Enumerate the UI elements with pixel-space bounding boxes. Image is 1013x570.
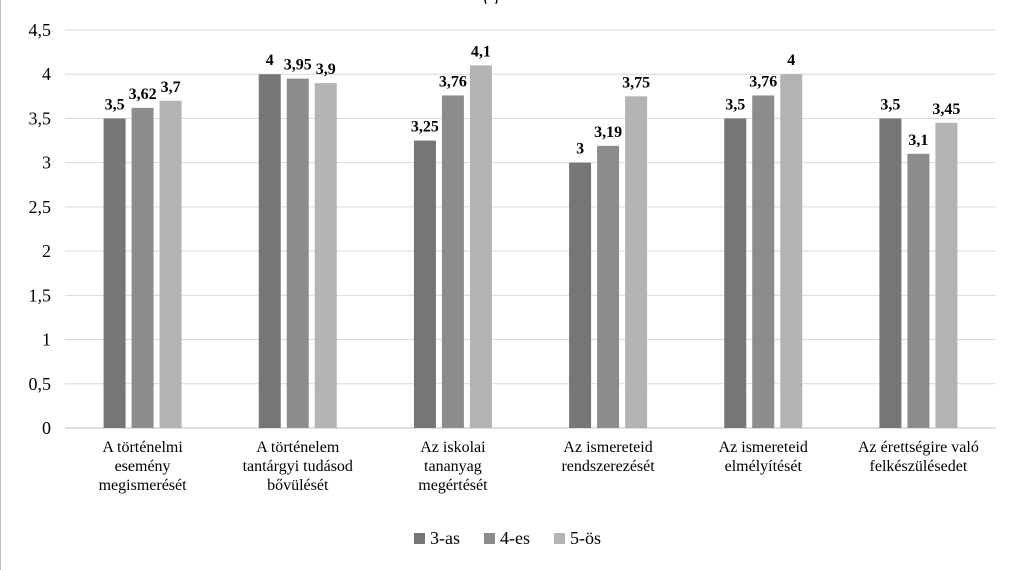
- legend-swatch: [554, 533, 565, 544]
- bar: [286, 78, 309, 429]
- x-tick-label-line: A történelmi: [102, 439, 183, 456]
- data-label: 3,5: [880, 96, 900, 113]
- bar: [413, 140, 436, 429]
- y-tick-label: 3,5: [29, 108, 52, 128]
- data-label: 3,25: [411, 119, 439, 136]
- data-label: 4: [787, 52, 795, 69]
- data-label: 3,76: [749, 73, 777, 90]
- data-label: 3,76: [439, 73, 467, 90]
- x-tick-label-line: tantárgyi tudásod: [243, 458, 353, 475]
- bar: [907, 153, 930, 429]
- y-tick-label: 2: [42, 241, 51, 261]
- data-label: 4,1: [471, 43, 491, 60]
- legend-swatch: [414, 533, 425, 544]
- bar: [131, 107, 154, 428]
- legend-label: 5-ös: [570, 528, 601, 548]
- y-tick-label: 0: [42, 418, 51, 438]
- x-tick-label-line: bővülését: [267, 477, 329, 494]
- x-tick-label-line: Az ismereteid: [719, 439, 808, 456]
- x-tick-label-line: elmélyítését: [725, 458, 803, 475]
- bar: [469, 65, 492, 428]
- bar: [935, 122, 958, 428]
- data-label: 3,95: [284, 57, 312, 74]
- legend-label: 3-as: [430, 528, 460, 548]
- x-tick-label-line: megértését: [418, 477, 488, 494]
- bar: [314, 83, 337, 429]
- bar: [103, 118, 126, 428]
- x-tick-label-line: A történelem: [256, 439, 340, 456]
- data-label: 3,19: [594, 124, 622, 141]
- data-label: 3,5: [105, 96, 125, 113]
- x-tick-label: Az érettségire való felkészülésedet: [858, 439, 979, 475]
- y-tick-label: 1,5: [29, 285, 52, 305]
- legend-label: 4-es: [500, 528, 530, 548]
- x-tick-label: A történelem tantárgyi tudásod bővülését: [243, 439, 353, 494]
- bar: [258, 74, 281, 428]
- bar: [752, 95, 775, 429]
- y-tick-label: 2,5: [29, 197, 52, 217]
- y-tick-label: 1: [42, 330, 51, 350]
- chart-title-fragment: ( ): [331, 0, 651, 4]
- bar: [780, 74, 803, 428]
- x-tick-label-line: megismerését: [99, 477, 188, 494]
- x-tick-label-line: tananyag: [424, 458, 482, 475]
- bar: [625, 96, 648, 428]
- data-label: 3,75: [622, 74, 650, 91]
- data-label: 3,9: [316, 61, 336, 78]
- data-label: 3,7: [161, 79, 181, 96]
- x-tick-label: A történelmi esemény megismerését: [99, 439, 188, 494]
- bar: [879, 118, 902, 428]
- y-tick-label: 4: [42, 64, 51, 84]
- x-tick-label-line: rendszerezését: [561, 458, 655, 475]
- bar: [724, 118, 747, 428]
- data-label: 4: [266, 52, 274, 69]
- bar: [569, 162, 592, 428]
- x-tick-label-line: Az érettségire való: [858, 439, 979, 456]
- x-tick-label: Az iskolai tananyag megértését: [418, 439, 488, 494]
- legend-swatch: [484, 533, 495, 544]
- bar: [441, 95, 464, 429]
- y-tick-label: 3: [42, 153, 51, 173]
- y-tick-label: 0,5: [29, 374, 52, 394]
- x-tick-label: Az ismereteid elmélyítését: [719, 439, 808, 475]
- bar: [597, 145, 620, 428]
- data-label: 3,1: [908, 132, 928, 149]
- data-label: 3,62: [129, 86, 157, 103]
- x-tick-label-line: esemény: [115, 458, 171, 475]
- data-label: 3: [576, 141, 584, 158]
- x-tick-label-line: Az iskolai: [420, 439, 486, 456]
- data-label: 3,45: [932, 101, 960, 118]
- x-tick-label-line: Az ismereteid: [563, 439, 652, 456]
- bar: [159, 100, 182, 428]
- x-tick-label: Az ismereteid rendszerezését: [561, 439, 655, 475]
- data-label: 3,5: [725, 96, 745, 113]
- x-tick-label-line: felkészülésedet: [870, 458, 968, 475]
- y-tick-label: 4,5: [29, 20, 52, 40]
